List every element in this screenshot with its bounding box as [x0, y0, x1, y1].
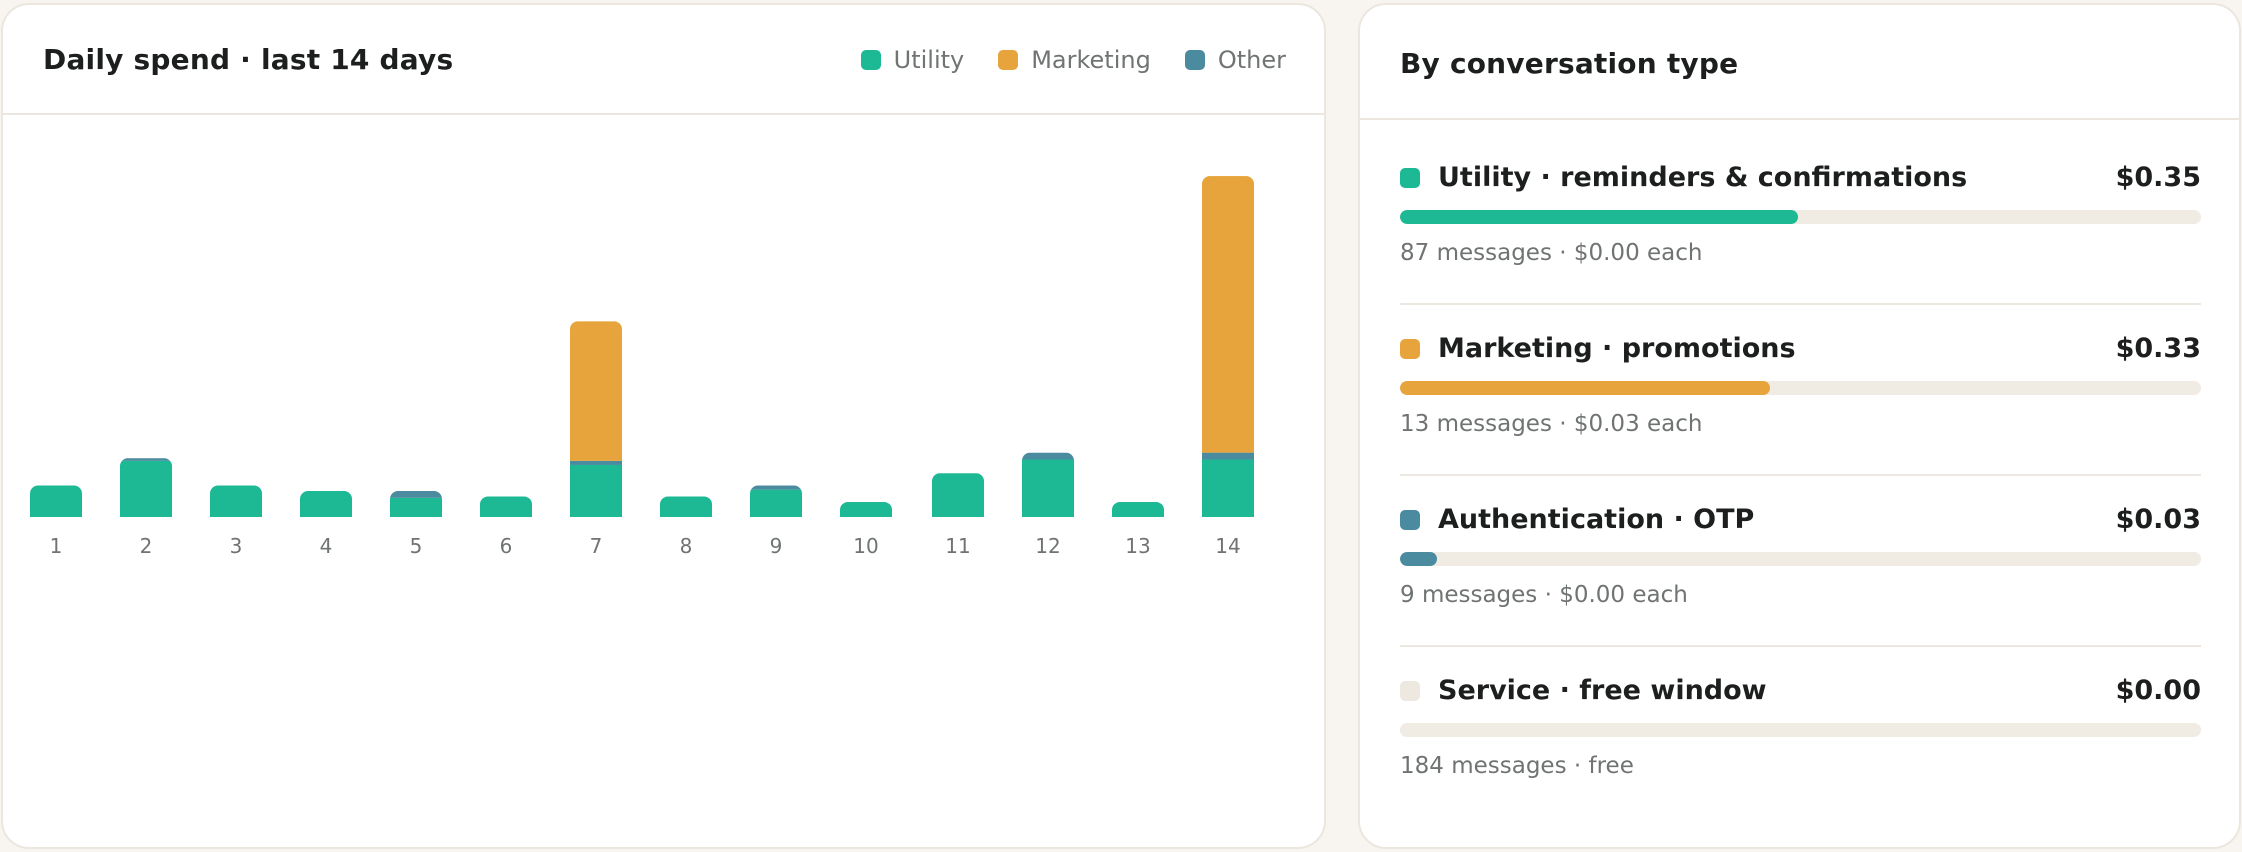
- bar-segment-utility-day-2: [120, 460, 172, 517]
- conversation-type-header: By conversation type: [1360, 5, 2239, 120]
- type-name: Authentication · OTP: [1438, 504, 1755, 535]
- x-tick-label: 4: [320, 534, 333, 558]
- bar-segment-utility-day-14: [1202, 459, 1254, 517]
- marketing-dot: [1400, 339, 1420, 359]
- type-row-utility: Utility · reminders & confirmations $0.3…: [1400, 134, 2201, 305]
- bar-segment-utility-day-5: [390, 497, 442, 517]
- type-row-authentication: Authentication · OTP $0.03 9 messages · …: [1400, 476, 2201, 647]
- service-dot: [1400, 681, 1420, 701]
- bar-segment-utility-day-11: [932, 473, 984, 517]
- legend-item-marketing: Marketing: [998, 46, 1151, 74]
- x-tick-label: 5: [410, 534, 423, 558]
- x-tick-label: 9: [770, 534, 783, 558]
- bar-segment-utility-day-6: [480, 496, 532, 517]
- bar-day-2: [120, 458, 172, 517]
- type-progress-fill: [1400, 552, 1437, 566]
- x-tick-label: 8: [680, 534, 693, 558]
- x-tick-label: 10: [853, 534, 878, 558]
- bar-day-7: [570, 321, 622, 517]
- daily-spend-card: Daily spend · last 14 days Utility Marke…: [1, 3, 1326, 849]
- x-tick-label: 11: [945, 534, 970, 558]
- type-detail: 184 messages · free: [1400, 753, 1634, 779]
- bar-segment-other-day-9: [750, 485, 802, 490]
- type-progress-track: [1400, 723, 2201, 737]
- bar-day-9: [750, 485, 802, 517]
- bar-day-6: [480, 496, 532, 517]
- bar-day-12: [1022, 452, 1074, 517]
- bar-day-10: [840, 501, 892, 517]
- bar-segment-other-day-5: [390, 490, 442, 498]
- daily-spend-header: Daily spend · last 14 days Utility Marke…: [3, 5, 1324, 115]
- type-name: Service · free window: [1438, 675, 1767, 706]
- legend-swatch-other: [1184, 50, 1205, 70]
- legend-label-marketing: Marketing: [1031, 46, 1151, 74]
- type-progress-track: [1400, 381, 2201, 395]
- daily-spend-chart: 1 2 3 4 5 6 7 8 9 10 11 12 13 14: [30, 176, 1254, 558]
- bar-segment-utility-day-13: [1112, 501, 1164, 517]
- bar-segment-utility-day-7: [570, 464, 622, 517]
- type-detail: 9 messages · $0.00 each: [1400, 582, 1688, 608]
- type-progress-fill: [1400, 210, 1799, 224]
- x-tick-label: 2: [140, 534, 153, 558]
- type-progress-track: [1400, 552, 2201, 566]
- bar-segment-marketing-day-7: [570, 321, 622, 461]
- bar-segment-other-day-7: [570, 460, 622, 465]
- legend-swatch-marketing: [998, 50, 1019, 70]
- bar-day-1: [30, 485, 82, 517]
- legend-item-utility: Utility: [860, 46, 965, 74]
- bar-day-3: [210, 485, 262, 517]
- x-tick-label: 14: [1215, 534, 1240, 558]
- bar-segment-utility-day-3: [210, 485, 262, 517]
- bar-segment-other-day-14: [1202, 452, 1254, 460]
- type-amount: $0.35: [2115, 162, 2201, 193]
- type-progress-track: [1400, 210, 2201, 224]
- bar-day-11: [932, 473, 984, 517]
- conversation-type-card: By conversation type Utility · reminders…: [1358, 3, 2241, 849]
- type-name: Marketing · promotions: [1438, 333, 1796, 364]
- type-name: Utility · reminders & confirmations: [1438, 162, 1968, 193]
- x-tick-label: 13: [1125, 534, 1150, 558]
- legend-swatch-utility: [860, 50, 881, 70]
- bar-segment-other-day-12: [1022, 452, 1074, 460]
- utility-dot: [1400, 168, 1420, 188]
- bar-day-14: [1202, 176, 1254, 517]
- type-progress-fill: [1400, 381, 1771, 395]
- x-tick-label: 12: [1035, 534, 1060, 558]
- bar-segment-utility-day-12: [1022, 459, 1074, 517]
- x-tick-label: 7: [590, 534, 603, 558]
- bar-segment-utility-day-4: [300, 490, 352, 517]
- legend-label-utility: Utility: [893, 46, 965, 74]
- bar-segment-marketing-day-14: [1202, 176, 1254, 453]
- bar-segment-other-day-2: [120, 458, 172, 461]
- type-detail: 13 messages · $0.03 each: [1400, 411, 1703, 437]
- type-row-service: Service · free window $0.00 184 messages…: [1400, 647, 2201, 818]
- x-tick-label: 6: [500, 534, 513, 558]
- chart-legend: Utility Marketing Other: [827, 46, 1286, 74]
- bar-segment-utility-day-10: [840, 501, 892, 517]
- bar-day-8: [660, 496, 712, 517]
- type-amount: $0.00: [2115, 675, 2201, 706]
- x-tick-label: 1: [50, 534, 63, 558]
- daily-spend-title: Daily spend · last 14 days: [43, 43, 454, 76]
- authentication-dot: [1400, 510, 1420, 530]
- bar-segment-utility-day-9: [750, 489, 802, 517]
- bar-segment-utility-day-8: [660, 496, 712, 517]
- bar-day-4: [300, 490, 352, 517]
- bar-day-5: [390, 490, 442, 517]
- type-amount: $0.03: [2115, 504, 2201, 535]
- bar-day-13: [1112, 501, 1164, 517]
- conversation-type-title: By conversation type: [1400, 47, 1739, 80]
- bar-segment-utility-day-1: [30, 485, 82, 517]
- type-amount: $0.33: [2115, 333, 2201, 364]
- x-tick-label: 3: [230, 534, 243, 558]
- legend-label-other: Other: [1217, 46, 1286, 74]
- legend-item-other: Other: [1184, 46, 1286, 74]
- type-row-marketing: Marketing · promotions $0.33 13 messages…: [1400, 305, 2201, 476]
- type-detail: 87 messages · $0.00 each: [1400, 240, 1703, 266]
